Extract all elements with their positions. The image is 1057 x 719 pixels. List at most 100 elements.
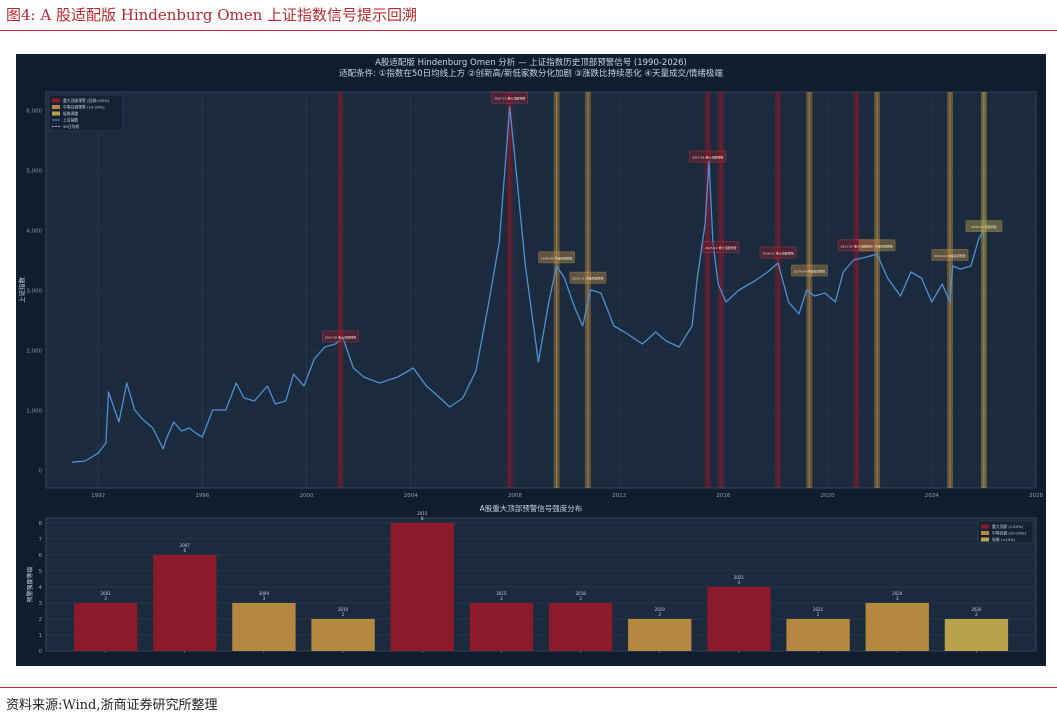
bar-legend-label: 重大顶部 (>20%) — [992, 524, 1023, 529]
signal-annotation-box — [538, 251, 576, 264]
bar-category-label: 2019 — [655, 607, 666, 612]
x-tick-label: 1992 — [91, 493, 105, 499]
bar-value-label: 3 — [263, 596, 266, 601]
signal-annotation: 2001-06 重大顶部预警 — [321, 330, 359, 343]
signal-annotation: 2018-01 重大顶部预警 — [759, 246, 797, 259]
signal-annotation-box — [965, 220, 1003, 233]
bar-legend-box — [977, 520, 1034, 544]
signal-annotation-box — [790, 264, 828, 277]
line-legend-box — [48, 94, 124, 132]
signal-annotation-text: 2019-04 中等回调预警 — [794, 269, 826, 274]
signal-annotation-box — [321, 330, 359, 343]
signal-annotation-box — [702, 241, 740, 254]
y-tick-label: 3,000 — [26, 289, 42, 295]
signal-annotation: 2021-12 中等回调预警 — [858, 239, 896, 252]
signal-annotation: 2021-02 重大顶部预警 — [837, 239, 875, 252]
x-tick-label: 2024 — [925, 493, 939, 499]
bar-category-label: 2009 — [259, 591, 270, 596]
signal-annotation-box — [837, 239, 875, 252]
signal-annotation-box — [491, 91, 529, 104]
bar-value-label: 6 — [183, 548, 186, 553]
bar-category-label: 2015 — [496, 591, 507, 596]
bar — [707, 586, 771, 651]
bar-y-tick-label: 3 — [39, 601, 43, 607]
bar-category-label: 2021 — [734, 575, 745, 580]
signal-annotation-text: 2021-12 中等回调预警 — [861, 243, 893, 248]
line-legend-label: 50日均线 — [63, 124, 79, 129]
bar — [944, 618, 1009, 651]
bar — [232, 602, 296, 651]
signal-annotation: 2026-01 轻微调整 — [965, 220, 1003, 233]
bar-category-label: 2001 — [100, 591, 111, 596]
bar-value-label: 2 — [342, 612, 345, 617]
x-tick-label: 2028 — [1029, 493, 1043, 499]
x-tick-label: 2012 — [612, 493, 626, 499]
chart-svg: A股适配版 Hindenburg Omen 分析 — 上证指数历史顶部预警信号 … — [17, 57, 1043, 655]
bar-y-tick-label: 1 — [39, 633, 43, 639]
signal-annotation-text: 2010-11 中等回调预警 — [572, 276, 604, 281]
bar-value-label: 8 — [421, 516, 424, 521]
y-tick-label: 1,000 — [26, 409, 42, 415]
bar-y-tick-label: 2 — [39, 617, 43, 623]
bar-legend-swatch — [981, 531, 989, 535]
line-chart-title: A股适配版 Hindenburg Omen 分析 — 上证指数历史顶部预警信号 … — [375, 57, 687, 68]
bar-value-label: 2 — [658, 612, 661, 617]
bar-value-label: 3 — [579, 596, 582, 601]
signal-annotation-box — [689, 150, 727, 163]
bar-y-tick-label: 7 — [39, 537, 43, 543]
x-tick-label: 1996 — [195, 493, 209, 499]
signal-annotation-text: 2015-12 重大顶部预警 — [705, 245, 737, 250]
line-legend-label: 中等回调预警 (10-20%) — [63, 105, 105, 110]
line-legend-swatch — [52, 98, 60, 103]
bar-y-axis-label: 预警强度等级 — [26, 566, 34, 602]
y-tick-label: 6,000 — [26, 109, 42, 115]
bar-category-label: 2018 — [575, 591, 586, 596]
y-tick-label: 4,000 — [26, 229, 42, 235]
signal-annotation: 2015-12 重大顶部预警 — [702, 241, 740, 254]
signal-annotation-text: 2007-10 重大顶部预警 — [494, 96, 526, 101]
line-legend-swatch — [52, 105, 60, 109]
bar-y-tick-label: 8 — [39, 521, 43, 527]
line-legend-label: 重大顶部预警 (回调>20%) — [63, 98, 110, 103]
bar-legend-label: 中等回调 (10-20%) — [992, 531, 1027, 536]
bar-category-label: 2010 — [338, 607, 349, 612]
signal-annotation-text: 2026-01 轻微调整 — [971, 224, 997, 229]
line-legend: 重大顶部预警 (回调>20%) 中等回调预警 (10-20%)轻微调整上证指数50… — [48, 94, 124, 132]
y-axis-label: 上证指数 — [17, 277, 26, 304]
bar-chart-title: A股重大顶部预警信号强度分布 — [480, 503, 583, 513]
line-legend-label: 轻微调整 — [63, 111, 78, 116]
signal-annotation-text: 2009-08 中等回调预警 — [541, 255, 573, 260]
y-tick-label: 5,000 — [26, 169, 42, 175]
signal-annotation: 2007-10 重大顶部预警 — [491, 91, 529, 104]
chart-panel: A股适配版 Hindenburg Omen 分析 — 上证指数历史顶部预警信号 … — [16, 54, 1046, 666]
bar-legend-swatch — [981, 524, 989, 529]
bar-category-label: 2026 — [971, 607, 982, 612]
x-tick-label: 2016 — [716, 493, 730, 499]
signal-annotation: 2010-11 中等回调预警 — [569, 271, 607, 284]
x-tick-label: 2000 — [300, 493, 314, 499]
line-legend-swatch — [52, 111, 60, 116]
bar-legend: 重大顶部 (>20%) 中等回调 (10-20%)轻微 (<10%) — [977, 520, 1034, 544]
bar — [153, 554, 217, 651]
signal-annotation-text: 2015-06 重大顶部预警 — [692, 155, 724, 160]
bar-value-label: 2 — [817, 612, 820, 617]
signal-annotation-text: 2018-01 重大顶部预警 — [762, 251, 794, 256]
source-divider — [0, 687, 1057, 688]
bar-value-label: 4 — [738, 580, 741, 585]
bar-legend-swatch — [981, 537, 989, 542]
bar — [865, 602, 929, 651]
bar — [311, 618, 375, 651]
bar-y-tick-label: 0 — [39, 649, 43, 655]
signal-annotation: 2024-10 中等回调预警 — [931, 248, 969, 261]
bar-category-label: 2015 — [417, 511, 428, 516]
bar-y-tick-label: 6 — [39, 553, 43, 559]
